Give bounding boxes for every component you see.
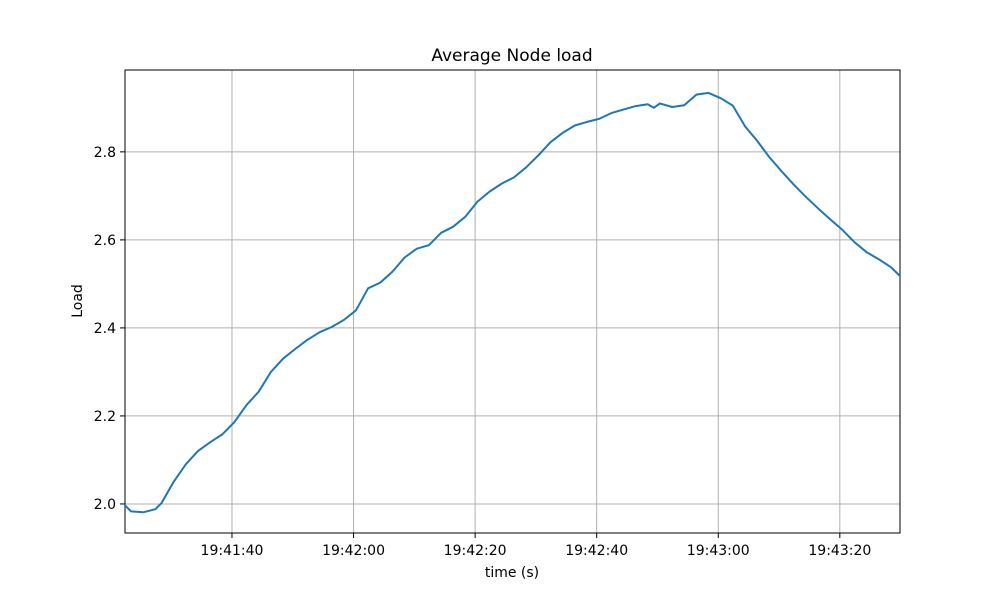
y-axis-label: Load <box>70 284 86 318</box>
y-tick-label: 2.0 <box>94 497 116 513</box>
y-tick-label: 2.2 <box>94 409 116 425</box>
y-tick-label: 2.8 <box>94 145 116 161</box>
plot-frame <box>124 69 901 534</box>
x-tick-label: 19:42:00 <box>322 543 385 559</box>
tick-layer: 19:41:40 19:42:00 19:42:20 19:42:40 19:43:00… <box>94 145 872 559</box>
y-tick-label: 2.4 <box>94 321 116 337</box>
y-tick-label: 2.6 <box>94 233 116 249</box>
x-tick-label: 19:43:00 <box>687 543 750 559</box>
load-line-average-node-load <box>124 91 901 514</box>
x-tick-label: 19:42:20 <box>444 543 507 559</box>
x-tick-label: 19:42:40 <box>565 543 628 559</box>
chart-title: Average Node load <box>431 46 592 66</box>
grid-layer <box>124 69 901 534</box>
x-tick-label: 19:43:20 <box>808 543 871 559</box>
x-axis-label: time (s) <box>485 565 539 581</box>
x-tick-label: 19:41:40 <box>201 543 264 559</box>
line-layer <box>124 91 901 514</box>
